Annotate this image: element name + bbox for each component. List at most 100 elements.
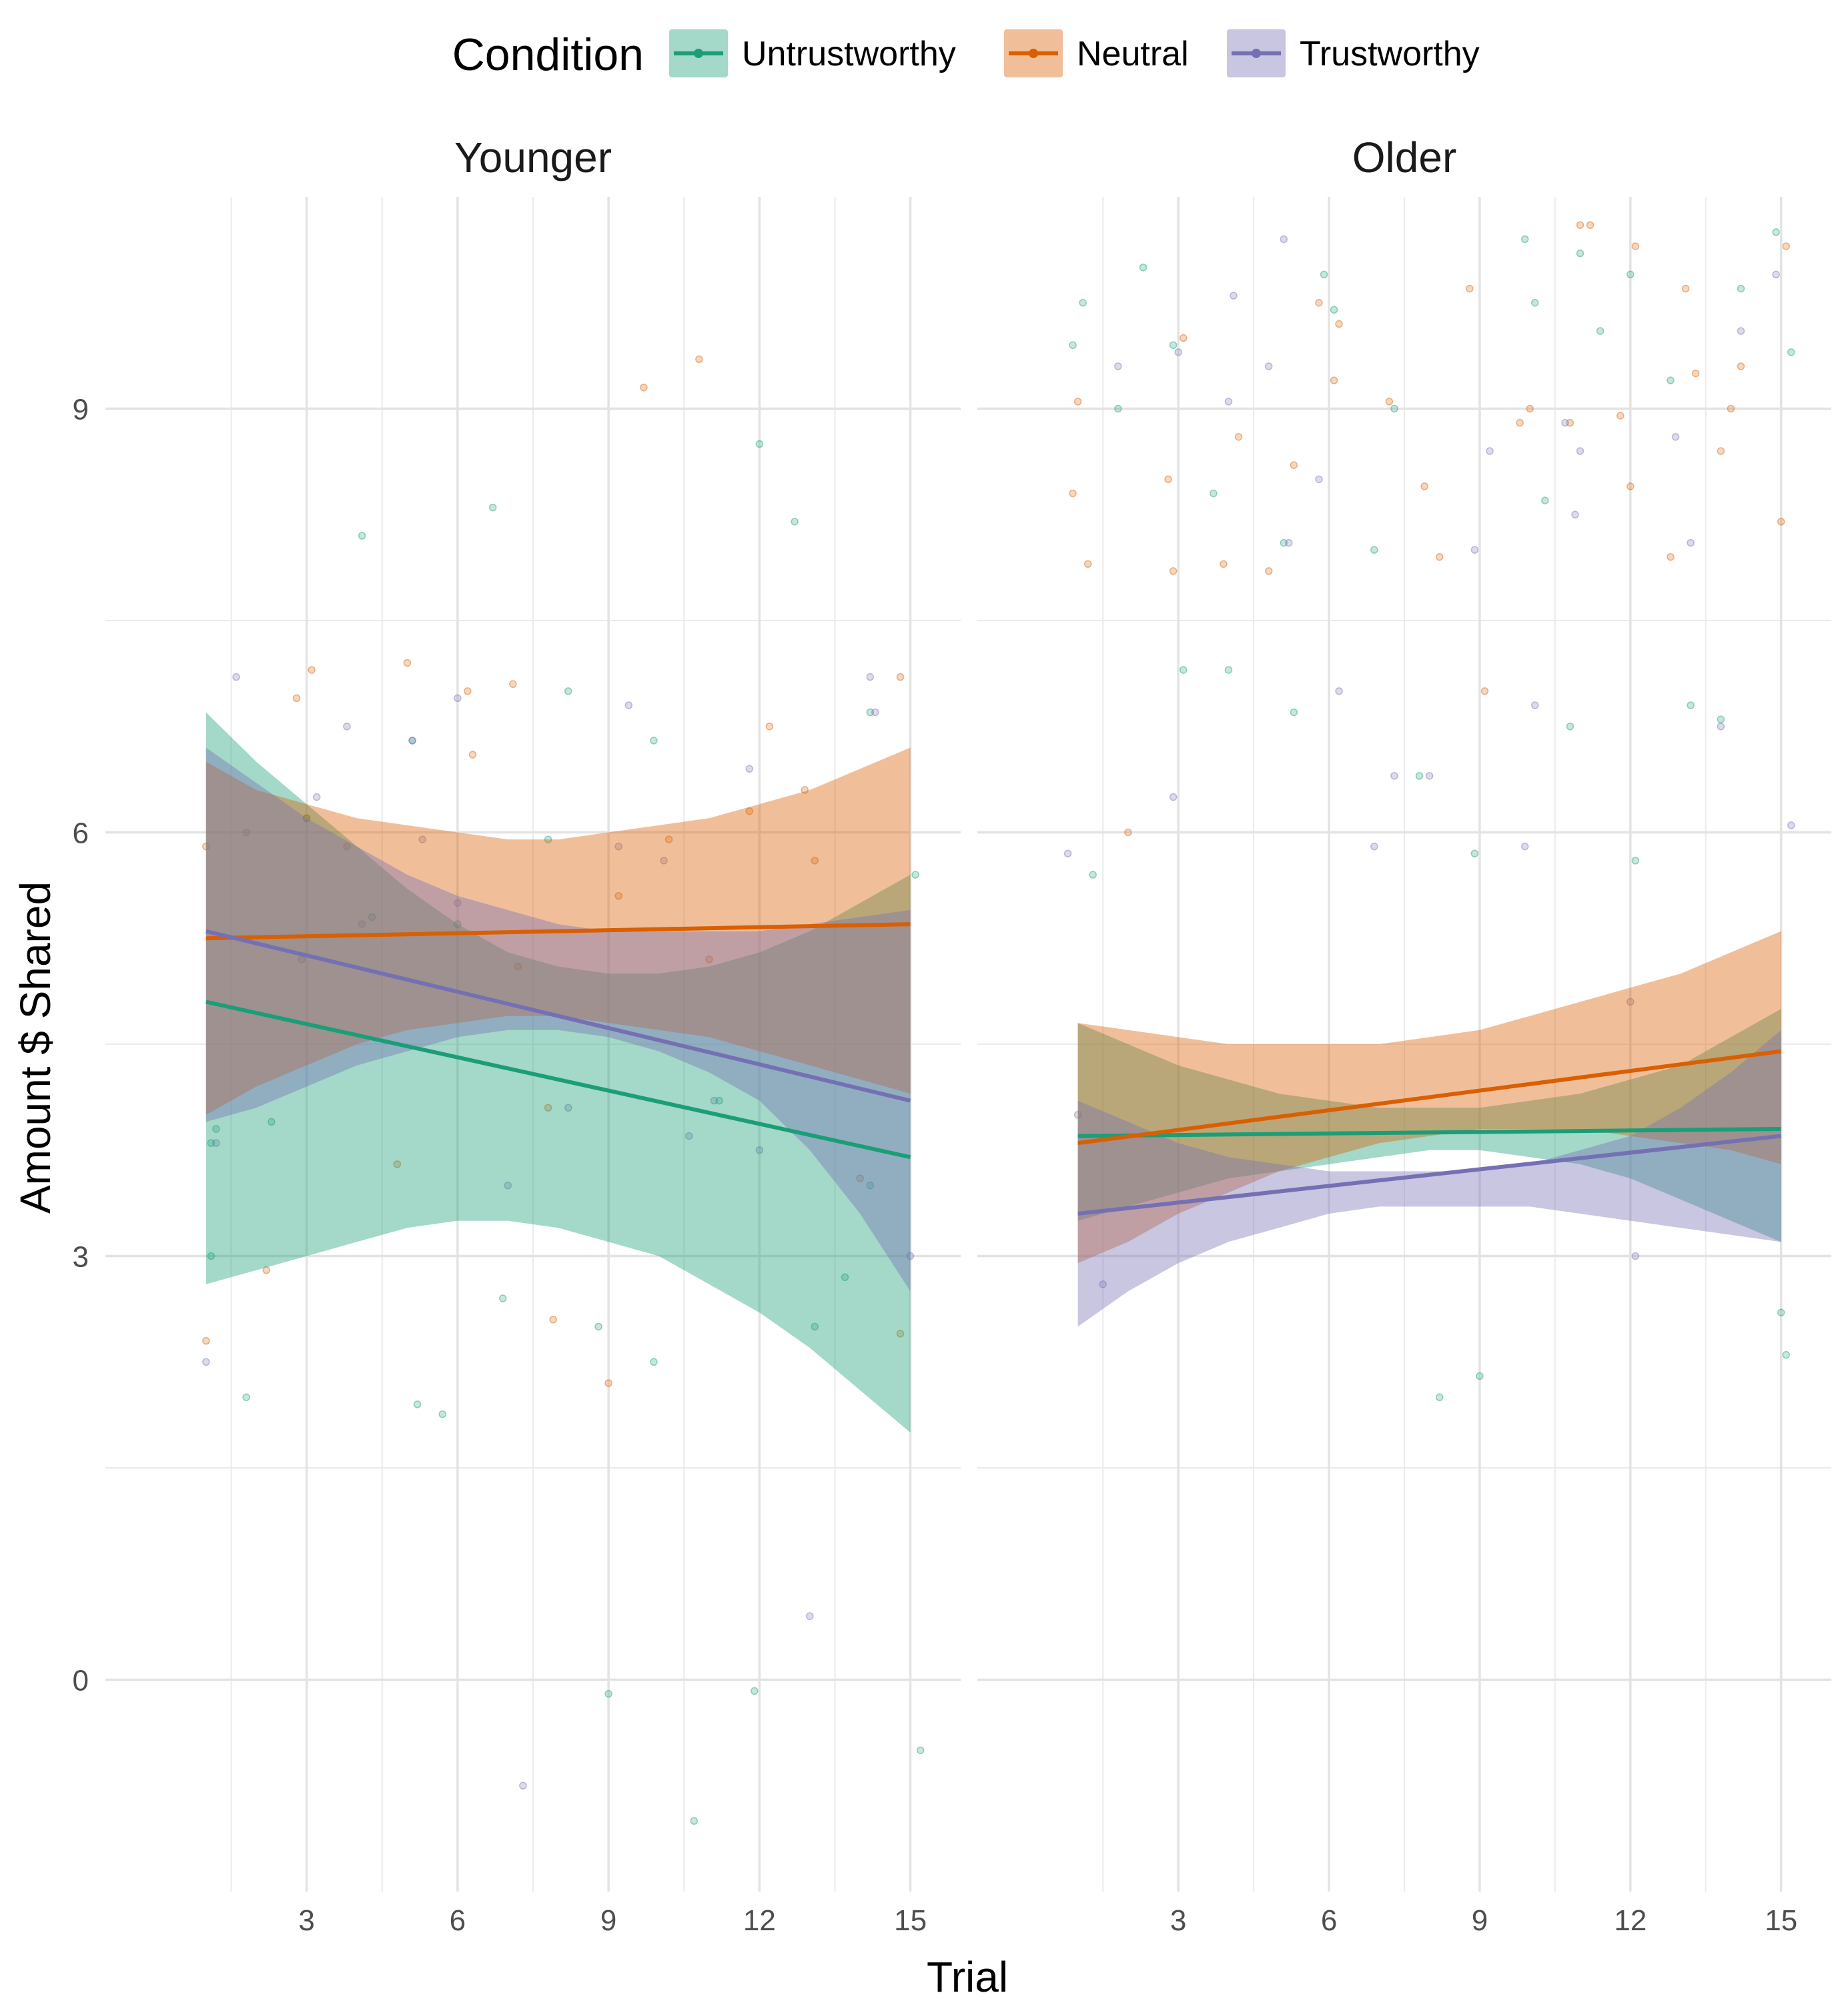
data-point-untrustworthy xyxy=(690,1817,699,1825)
data-point-trustworthy xyxy=(1627,997,1635,1006)
data-point-trustworthy xyxy=(1571,510,1579,518)
data-point-trustworthy xyxy=(202,1358,210,1366)
data-point-trustworthy xyxy=(343,723,351,731)
data-point-untrustworthy xyxy=(811,1322,819,1331)
data-point-untrustworthy xyxy=(1320,270,1328,279)
data-point-untrustworthy xyxy=(1370,546,1378,554)
x-tick-label: 12 xyxy=(743,1904,776,1937)
data-point-trustworthy xyxy=(408,737,416,745)
data-point-neutral xyxy=(614,892,622,900)
data-point-neutral xyxy=(509,680,517,688)
data-point-untrustworthy xyxy=(1079,299,1087,307)
data-point-untrustworthy xyxy=(1224,666,1233,674)
data-point-untrustworthy xyxy=(358,532,366,540)
data-point-neutral xyxy=(705,955,713,963)
x-tick-label: 9 xyxy=(600,1904,616,1937)
data-point-untrustworthy xyxy=(1596,327,1604,335)
data-point-neutral xyxy=(1480,687,1489,695)
data-point-trustworthy xyxy=(1737,327,1745,335)
fit-line-trustworthy xyxy=(205,929,911,1103)
data-point-neutral xyxy=(856,1174,864,1182)
data-point-trustworthy xyxy=(1561,418,1569,427)
data-point-untrustworthy xyxy=(564,687,572,695)
data-point-trustworthy xyxy=(242,828,250,837)
data-point-neutral xyxy=(1717,447,1725,455)
data-point-neutral xyxy=(1315,299,1323,307)
data-point-trustworthy xyxy=(1174,348,1182,356)
data-point-trustworthy xyxy=(1169,793,1178,801)
data-point-untrustworthy xyxy=(408,737,416,745)
data-point-trustworthy xyxy=(504,1181,512,1190)
data-point-trustworthy xyxy=(454,694,462,703)
data-point-untrustworthy xyxy=(1069,341,1077,349)
data-point-untrustworthy xyxy=(1114,404,1122,413)
data-point-neutral xyxy=(1330,376,1338,384)
data-point-untrustworthy xyxy=(1531,299,1539,307)
data-point-untrustworthy xyxy=(911,871,919,879)
ci-band-trustworthy xyxy=(205,747,911,1292)
data-point-trustworthy xyxy=(564,1104,572,1112)
fit-line-trustworthy xyxy=(1077,1134,1782,1216)
data-point-untrustworthy xyxy=(1667,376,1675,384)
data-point-neutral xyxy=(1234,433,1243,441)
legend-item-untrustworthy: Untrustworthy xyxy=(669,29,956,77)
fit-line-untrustworthy xyxy=(205,999,911,1160)
data-point-neutral xyxy=(1385,398,1394,406)
data-point-untrustworthy xyxy=(1210,489,1218,498)
data-point-neutral xyxy=(640,384,648,392)
data-point-neutral xyxy=(1691,369,1700,378)
data-point-neutral xyxy=(896,673,905,681)
data-point-untrustworthy xyxy=(1576,249,1584,258)
data-point-trustworthy xyxy=(745,765,754,773)
data-point-neutral xyxy=(1727,404,1735,413)
panel-title-younger: Younger xyxy=(454,133,612,181)
fit-line-untrustworthy xyxy=(1077,1127,1781,1138)
data-point-neutral xyxy=(202,842,210,851)
legend-item-neutral: Neutral xyxy=(1004,29,1189,77)
data-point-neutral xyxy=(801,786,809,794)
x-tick-label: 12 xyxy=(1614,1904,1647,1937)
x-tick-label: 15 xyxy=(894,1904,927,1937)
panel-title-older: Older xyxy=(1352,133,1457,181)
data-point-neutral xyxy=(262,1266,271,1274)
data-point-neutral xyxy=(1335,320,1343,328)
data-point-trustworthy xyxy=(312,793,321,801)
x-tick-label: 9 xyxy=(1472,1904,1488,1937)
data-point-neutral xyxy=(1516,418,1524,427)
data-point-untrustworthy xyxy=(751,1687,759,1695)
data-point-untrustworthy xyxy=(207,1252,215,1260)
ci-band-untrustworthy xyxy=(205,712,911,1433)
data-point-untrustworthy xyxy=(1772,228,1780,236)
data-point-trustworthy xyxy=(1285,538,1293,547)
data-point-untrustworthy xyxy=(1782,1350,1790,1359)
data-point-untrustworthy xyxy=(1627,270,1635,279)
data-point-trustworthy xyxy=(1114,362,1122,370)
data-point-trustworthy xyxy=(1230,292,1238,300)
data-point-trustworthy xyxy=(1717,723,1725,731)
data-point-untrustworthy xyxy=(1541,496,1549,504)
data-point-untrustworthy xyxy=(1089,871,1097,879)
data-point-trustworthy xyxy=(1631,1252,1640,1260)
data-point-trustworthy xyxy=(212,1139,220,1147)
data-point-trustworthy xyxy=(806,1612,814,1620)
data-point-untrustworthy xyxy=(488,503,497,512)
y-axis-title: Amount $ Shared xyxy=(11,881,59,1214)
data-point-untrustworthy xyxy=(1631,857,1640,865)
panel-older: 3 6 9 12 15 Older xyxy=(977,133,1831,1937)
data-point-neutral xyxy=(468,751,477,759)
fit-line-neutral xyxy=(205,922,911,941)
data-point-trustworthy xyxy=(1315,475,1323,484)
data-point-trustworthy xyxy=(1335,687,1343,695)
data-point-trustworthy xyxy=(614,842,622,851)
data-point-neutral xyxy=(1681,284,1690,293)
data-point-trustworthy xyxy=(1531,701,1539,709)
data-point-untrustworthy xyxy=(916,1746,925,1755)
data-point-neutral xyxy=(896,1330,905,1338)
legend-label-neutral: Neutral xyxy=(1077,35,1189,73)
data-point-untrustworthy xyxy=(1390,404,1398,413)
data-point-trustworthy xyxy=(232,673,240,681)
data-point-trustworthy xyxy=(1576,447,1584,455)
data-point-untrustworthy xyxy=(866,1181,875,1190)
data-point-untrustworthy xyxy=(1139,264,1147,272)
data-point-trustworthy xyxy=(660,857,668,865)
